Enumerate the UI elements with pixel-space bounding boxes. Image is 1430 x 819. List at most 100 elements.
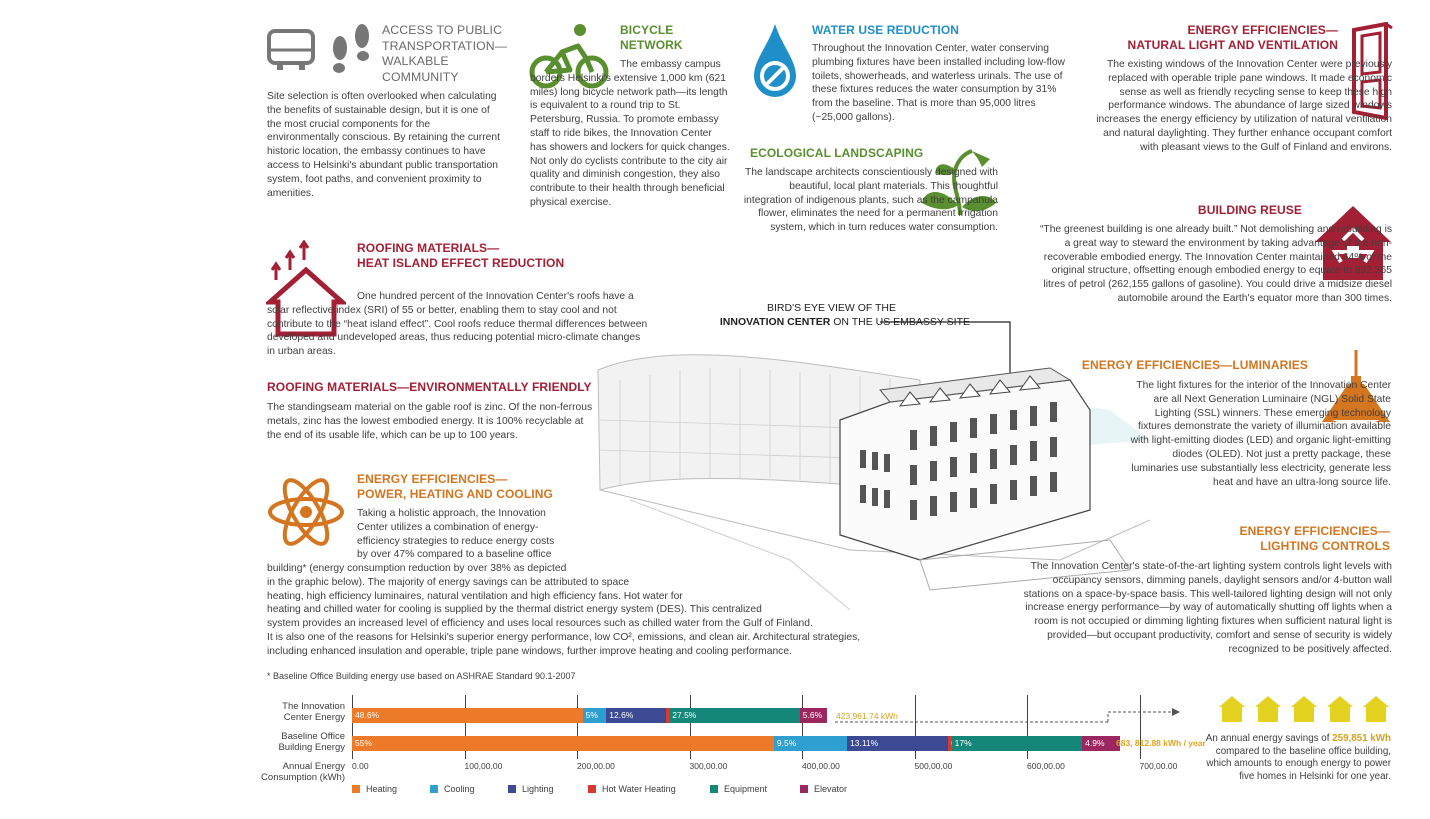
row-label-baseline: Baseline Office Building Energy	[260, 731, 345, 753]
transport-title-line-2: TRANSPORTATION—	[382, 38, 508, 53]
house-icon	[1363, 696, 1389, 722]
bicycle-title: BICYCLE NETWORK	[620, 23, 683, 53]
power-line-4: by over 47% compared to a baseline offic…	[357, 549, 552, 561]
power-body-a: Taking a holistic approach, the Innovati…	[357, 507, 587, 562]
legend-swatch	[352, 785, 360, 793]
natural-light-title-line-1: ENERGY EFFICIENCIES—	[1187, 23, 1338, 37]
pendant-lamp-icon	[1322, 350, 1390, 425]
legend-item: Equipment	[710, 784, 767, 794]
legend-label: Heating	[366, 784, 398, 794]
gridline	[577, 695, 578, 759]
power-line-8: heating and chilled water for cooling is…	[267, 604, 762, 616]
transport-title-line-3: WALKABLE	[382, 54, 449, 68]
gridline	[352, 695, 353, 759]
row-label-baseline-2: Building Energy	[278, 742, 345, 753]
footprints-icon	[333, 24, 369, 73]
window-icon	[1352, 22, 1393, 120]
bicycle-icon	[529, 24, 609, 89]
transport-title-line-4: COMMUNITY	[382, 69, 459, 84]
savings-text: An annual energy savings of 259,851 kWh …	[1200, 733, 1391, 783]
house-icon	[1255, 696, 1281, 722]
power-line-1: Taking a holistic approach, the Innovati…	[357, 508, 546, 519]
power-title-line-1: ENERGY EFFICIENCIES—	[357, 472, 508, 486]
luminaries-body: The light fixtures for the interior of t…	[1130, 380, 1391, 488]
legend-swatch	[508, 785, 516, 793]
energy-bar-chart: The Innovation Center Energy Baseline Of…	[260, 690, 1220, 810]
legend-swatch	[588, 785, 596, 793]
building-reuse-body: “The greenest building is one already bu…	[1039, 224, 1392, 304]
house-icon	[1291, 696, 1317, 722]
footnote: * Baseline Office Building energy use ba…	[267, 671, 576, 681]
legend-label: Elevator	[814, 784, 848, 794]
lighting-controls-title-line-2: LIGHTING CONTROLS	[1260, 539, 1390, 553]
bar-segment-heating: 55%	[352, 736, 774, 751]
bar-segment-elevator: 4.9%	[1082, 736, 1121, 751]
house-recycle-icon	[1315, 206, 1391, 280]
legend-label: Cooling	[444, 784, 475, 794]
landscaping-body: The landscape architects conscientiously…	[743, 167, 998, 234]
roofing-heat-title-line-2: HEAT ISLAND EFFECT REDUCTION	[357, 256, 565, 270]
bar-segment-lighting: 12.6%	[606, 708, 666, 723]
legend-item: Lighting	[508, 784, 554, 794]
birds-eye-line-1: BIRD'S EYE VIEW OF THE	[767, 302, 896, 314]
power-title-line-2: POWER, HEATING AND COOLING	[357, 487, 553, 501]
legend-item: Hot Water Heating	[588, 784, 676, 794]
bus-icon	[267, 29, 315, 70]
legend-swatch	[430, 785, 438, 793]
power-line-11: including enhanced insulation and operab…	[267, 645, 792, 657]
power-body-b: building* (energy consumption reduction …	[267, 562, 917, 659]
gridline	[802, 695, 803, 759]
savings-arrow	[835, 708, 1180, 723]
savings-pre: An annual energy savings of	[1205, 733, 1330, 744]
x-axis-label: Annual Energy Consumption (kWh)	[260, 761, 345, 783]
legend-item: Heating	[352, 784, 397, 794]
legend-swatch	[800, 785, 808, 793]
flower-icon	[922, 149, 996, 216]
lighting-controls-body: The Innovation Center's state-of-the-art…	[1023, 561, 1392, 655]
x-tick-label: 100,00.00	[464, 761, 503, 771]
bar-segment-elevator: 5.6%	[799, 708, 827, 723]
power-line-3: efficiency strategies to reduce energy c…	[357, 535, 555, 547]
houses-row	[1218, 695, 1393, 725]
x-tick-label: 200,00.00	[577, 761, 615, 771]
transport-title: ACCESS TO PUBLIC TRANSPORTATION— WALKABL…	[382, 23, 522, 85]
heat-house-icon	[266, 240, 346, 337]
legend-item: Cooling	[430, 784, 475, 794]
legend-swatch	[710, 785, 718, 793]
birds-eye-bold: INNOVATION CENTER	[719, 316, 831, 328]
legend-label: Equipment	[724, 784, 768, 794]
natural-light-title-line-2: NATURAL LIGHT AND VENTILATION	[1127, 38, 1338, 52]
power-line-5: building* (energy consumption reduction …	[267, 563, 567, 574]
gridline	[464, 695, 466, 759]
row-label-innovation-2: Center Energy	[283, 712, 345, 723]
x-tick-label: 500,00.00	[914, 761, 953, 771]
water-body: Throughout the Innovation Center, water …	[812, 43, 1065, 123]
row-label-innovation-1: The Innovation	[282, 701, 345, 712]
house-icon	[1327, 696, 1353, 722]
bicycle-body: The embassy campus borders Helsinki's ex…	[530, 59, 730, 208]
total-baseline: 683, 812.88 kWh / year	[1116, 738, 1206, 748]
natural-light-body: The existing windows of the Innovation C…	[1096, 59, 1392, 153]
roofing-heat-title: ROOFING MATERIALS— HEAT ISLAND EFFECT RE…	[357, 241, 564, 271]
building-reuse-title: BUILDING REUSE	[1197, 203, 1302, 217]
transport-title-line-1: ACCESS TO PUBLIC	[382, 23, 503, 37]
bar-segment-cooling: 5%	[582, 708, 607, 723]
power-line-6: in the graphic below). The majority of e…	[267, 576, 630, 588]
bicycle-title-line-1: BICYCLE	[620, 23, 674, 37]
x-axis-label-1: Annual Energy	[282, 761, 345, 772]
power-line-7: heating, high efficiency luminaires, nat…	[267, 590, 683, 602]
house-icon	[1219, 696, 1245, 722]
gridline	[689, 695, 691, 759]
x-tick-label: 600,00.00	[1027, 761, 1065, 771]
power-title: ENERGY EFFICIENCIES— POWER, HEATING AND …	[357, 472, 553, 502]
legend-item: Elevator	[800, 784, 847, 794]
legend-label: Lighting	[522, 784, 554, 794]
total-innovation: 423,961.74 kWh	[836, 711, 898, 721]
gridline	[1139, 695, 1141, 759]
roofing-heat-title-line-1: ROOFING MATERIALS—	[357, 241, 500, 255]
water-title: WATER USE REDUCTION	[812, 23, 960, 37]
gridline	[1027, 695, 1028, 759]
x-tick-label: 300,00.00	[689, 761, 728, 771]
x-tick-label: 0.00	[352, 761, 369, 771]
landscaping-title: ECOLOGICAL LANDSCAPING	[750, 146, 924, 160]
